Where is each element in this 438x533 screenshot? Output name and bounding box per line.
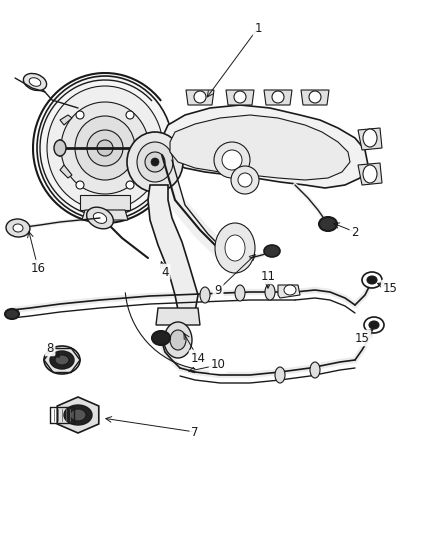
Ellipse shape	[126, 181, 134, 189]
Polygon shape	[148, 185, 198, 312]
Ellipse shape	[310, 362, 320, 378]
Ellipse shape	[145, 152, 165, 172]
Ellipse shape	[231, 166, 259, 194]
Polygon shape	[358, 163, 382, 185]
Ellipse shape	[6, 219, 30, 237]
Polygon shape	[80, 195, 130, 210]
Polygon shape	[60, 115, 72, 125]
Polygon shape	[301, 90, 329, 105]
Polygon shape	[170, 115, 350, 180]
Text: 7: 7	[191, 425, 199, 439]
Ellipse shape	[367, 276, 377, 284]
Ellipse shape	[225, 235, 245, 261]
Text: 1: 1	[254, 21, 262, 35]
Ellipse shape	[70, 409, 86, 421]
Polygon shape	[264, 90, 292, 105]
Ellipse shape	[235, 285, 245, 301]
Polygon shape	[162, 105, 368, 188]
Ellipse shape	[47, 86, 163, 210]
Ellipse shape	[97, 140, 113, 156]
Text: 16: 16	[31, 262, 46, 274]
Ellipse shape	[126, 111, 134, 119]
Ellipse shape	[76, 181, 84, 189]
Ellipse shape	[214, 142, 250, 178]
Ellipse shape	[137, 142, 173, 182]
Ellipse shape	[264, 245, 280, 257]
Ellipse shape	[5, 309, 19, 319]
Ellipse shape	[152, 331, 170, 345]
Text: 10: 10	[211, 359, 226, 372]
Ellipse shape	[238, 173, 252, 187]
Text: 15: 15	[355, 332, 369, 344]
Ellipse shape	[54, 140, 66, 156]
Ellipse shape	[265, 284, 275, 300]
Ellipse shape	[364, 317, 384, 333]
Ellipse shape	[222, 150, 242, 170]
Polygon shape	[358, 128, 382, 150]
Ellipse shape	[275, 367, 285, 383]
Ellipse shape	[319, 217, 337, 231]
Ellipse shape	[234, 91, 246, 103]
Ellipse shape	[200, 287, 210, 303]
Ellipse shape	[164, 322, 192, 358]
Polygon shape	[226, 90, 254, 105]
Ellipse shape	[284, 285, 296, 295]
Polygon shape	[278, 285, 300, 298]
Polygon shape	[82, 210, 128, 220]
Ellipse shape	[362, 272, 382, 288]
Ellipse shape	[127, 132, 183, 192]
Polygon shape	[156, 308, 200, 325]
Ellipse shape	[170, 330, 186, 350]
Polygon shape	[57, 397, 99, 433]
Text: 11: 11	[261, 270, 276, 282]
Ellipse shape	[93, 213, 107, 223]
Ellipse shape	[75, 116, 135, 180]
Ellipse shape	[64, 405, 92, 425]
Text: 2: 2	[351, 225, 359, 238]
Ellipse shape	[369, 321, 379, 329]
Text: 14: 14	[191, 351, 205, 365]
Text: 4: 4	[161, 265, 169, 279]
Ellipse shape	[194, 91, 206, 103]
Ellipse shape	[44, 346, 80, 374]
Polygon shape	[186, 90, 214, 105]
Polygon shape	[60, 165, 72, 178]
Ellipse shape	[363, 165, 377, 183]
Text: 15: 15	[382, 281, 397, 295]
Ellipse shape	[272, 91, 284, 103]
Ellipse shape	[363, 129, 377, 147]
Ellipse shape	[215, 223, 255, 273]
Ellipse shape	[151, 158, 159, 166]
Ellipse shape	[87, 207, 113, 229]
Ellipse shape	[29, 78, 41, 86]
Ellipse shape	[76, 111, 84, 119]
Ellipse shape	[23, 74, 46, 91]
Ellipse shape	[309, 91, 321, 103]
Ellipse shape	[61, 102, 149, 194]
Ellipse shape	[13, 224, 23, 232]
Ellipse shape	[87, 130, 123, 166]
Ellipse shape	[50, 351, 74, 369]
Ellipse shape	[37, 76, 173, 220]
Ellipse shape	[55, 355, 69, 365]
Text: 9: 9	[214, 284, 222, 296]
Text: 8: 8	[46, 342, 54, 354]
